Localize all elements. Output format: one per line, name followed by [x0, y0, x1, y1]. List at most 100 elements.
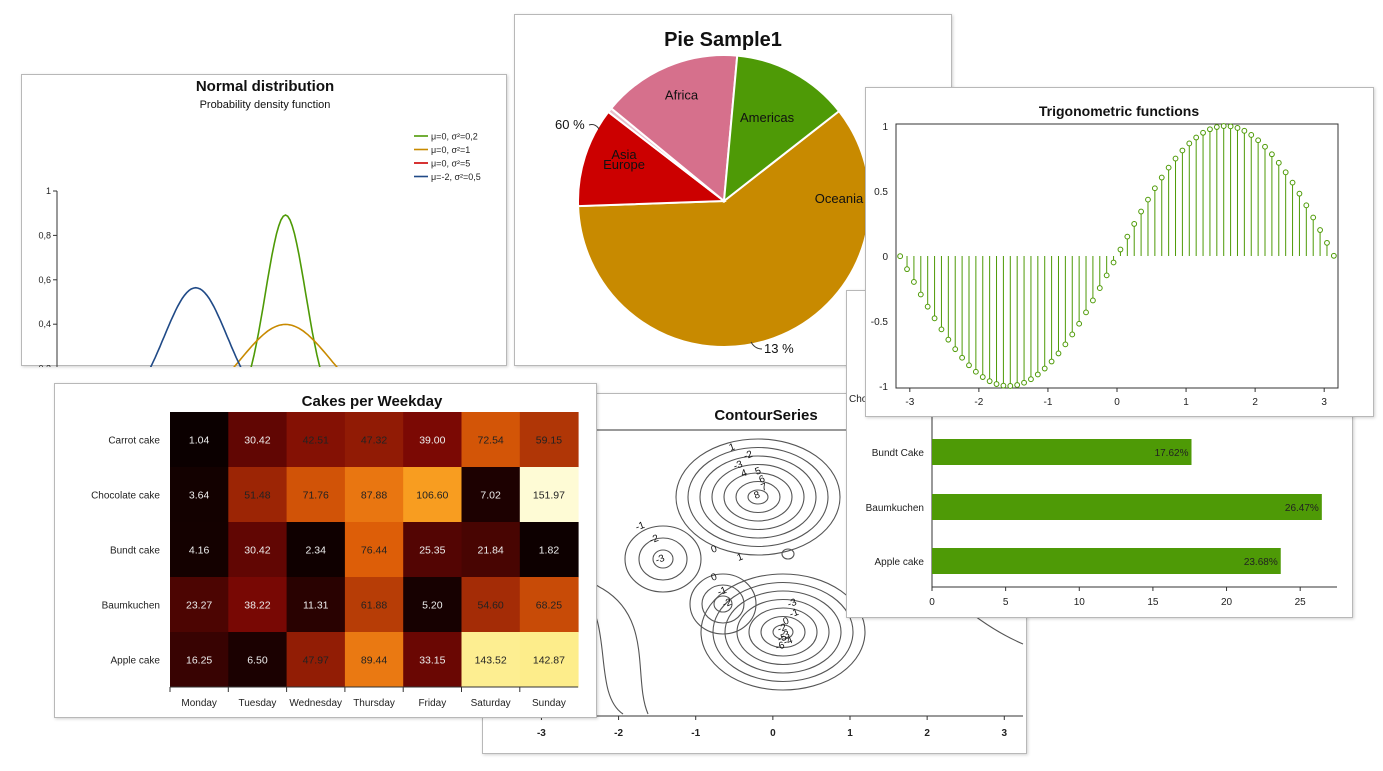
heatmap-row-label: Bundt cake [110, 546, 160, 557]
heatmap-cell-value: 11.31 [303, 600, 329, 612]
stem-point [1227, 123, 1234, 130]
y-tick-label: 0 [882, 252, 888, 263]
heatmap-cell [461, 632, 521, 688]
heatmap-row-label: Baumkuchen [102, 601, 160, 612]
stem-point [959, 354, 966, 361]
x-tick-label: 2 [924, 728, 930, 739]
heatmap-cell-value: 106.60 [416, 490, 448, 502]
stem-point [1241, 127, 1248, 134]
stem-point [1083, 309, 1089, 316]
contour-line [712, 581, 854, 683]
stem-point [993, 381, 1000, 387]
heatmap-cell-value: 71.76 [303, 490, 329, 502]
contour-line [689, 573, 757, 635]
y-tick-label: 0,8 [38, 230, 51, 240]
heatmap-cell-value: 30.42 [244, 545, 270, 557]
pie-leader-line [750, 341, 763, 350]
series-line-0 [250, 214, 321, 367]
normal-distribution-chart: Normal distribution Probability density f… [38, 78, 481, 367]
contour-level-label: 0 [710, 543, 719, 555]
heatmap-panel: Cakes per Weekday Carrot cake 1.04 30.42 42.… [54, 383, 597, 718]
stem-point [1220, 123, 1227, 129]
bar [932, 439, 1192, 465]
heatmap-cell [228, 467, 288, 523]
stem-point [1131, 221, 1138, 227]
heatmap-cell [228, 632, 288, 688]
stem-point [1193, 134, 1200, 141]
heatmap-cell [170, 412, 229, 468]
contour-line [675, 438, 841, 556]
heatmap-cell [461, 577, 521, 633]
heatmap-cell-value: 33.15 [419, 655, 445, 667]
heatmap-cell-value: 3.64 [189, 490, 210, 502]
x-tick-label: 1 [1183, 397, 1189, 408]
contour-level-label: 7 [760, 481, 769, 493]
heatmap-cell [228, 522, 288, 578]
heatmap-column-label: Sunday [532, 698, 566, 709]
bar-value-label: 17.62% [1155, 448, 1189, 459]
y-tick-label: -1 [879, 382, 888, 393]
heatmap-cell [403, 522, 462, 578]
heatmap-column-label: Tuesday [238, 698, 276, 709]
heatmap-cell [344, 522, 404, 578]
stem-point [1158, 174, 1165, 181]
stem-point [1069, 331, 1076, 338]
heatmap-cell [286, 412, 346, 468]
trigonometric-chart: Trigonometric functions -3 -2 -1 0 1 2 3 -1 -0.5 0… [871, 103, 1339, 408]
x-tick-label: -2 [974, 397, 983, 408]
heatmap-cell-value: 59.15 [536, 435, 562, 447]
trigonometric-panel: Trigonometric functions -3 -2 -1 0 1 2 3 -1 -0.5 0… [865, 87, 1374, 417]
heatmap-cell-value: 47.32 [361, 435, 387, 447]
contour-level-label: -6 [774, 640, 787, 654]
heatmap-cell-value: 51.48 [244, 490, 270, 502]
heatmap-cell-value: 72.54 [478, 435, 504, 447]
x-tick-label: 3 [1321, 397, 1327, 408]
stem-point [1282, 169, 1289, 176]
heatmap-cell-value: 89.44 [361, 655, 387, 667]
stem-point [972, 368, 979, 375]
contour-level-label: -1 [716, 585, 729, 599]
contour-level-label: -3 [732, 459, 745, 473]
heatmap-cell-value: 68.25 [536, 600, 562, 612]
pie-slice-americas [722, 54, 841, 204]
chart-title: ContourSeries [714, 407, 817, 424]
contour-line [700, 573, 866, 691]
heatmap-cell-value: 87.88 [361, 490, 387, 502]
heatmap-cell-value: 61.88 [361, 600, 387, 612]
heatmap-cell-value: 76.44 [361, 545, 387, 557]
contour-level-label: -3 [779, 629, 792, 643]
chart-title: Trigonometric functions [1039, 103, 1199, 119]
contour-level-label: -4 [782, 635, 795, 649]
contour-line [748, 607, 818, 657]
heatmap-cell-value: 25.35 [419, 545, 445, 557]
x-tick-label: 0 [929, 597, 935, 608]
heatmap-cell [403, 467, 462, 523]
x-tick-label: 5 [1003, 597, 1009, 608]
bar-category-label: Bundt Cake [872, 448, 925, 459]
stem-point [1048, 358, 1055, 365]
contour-level-label: -5 [776, 632, 789, 646]
y-tick-label: 1 [882, 122, 888, 133]
heatmap-cell-value: 38.22 [244, 600, 270, 612]
pie-slice-europe [577, 110, 727, 208]
heatmap-cell-value: 47.97 [303, 655, 329, 667]
heatmap-cell [170, 522, 229, 578]
stem-point [1028, 376, 1034, 383]
stem-point [1124, 233, 1131, 240]
heatmap-cell-value: 7.02 [480, 490, 501, 502]
contour-level-label: 0 [710, 571, 719, 583]
contour-line [760, 615, 806, 649]
stem-point [966, 362, 972, 369]
bar-category-label: Cho [849, 394, 868, 405]
chart-title: Cakes per Weekday [302, 393, 443, 410]
stem-point [897, 253, 904, 260]
stem-point [1014, 382, 1021, 388]
stem-point [1034, 371, 1041, 378]
pie-label: Americas [740, 110, 795, 125]
x-tick-label: -1 [1043, 397, 1052, 408]
stem-point [1041, 365, 1048, 372]
contour-line [723, 472, 793, 522]
contour-level-label: 0 [782, 615, 791, 627]
y-tick-label: 0,6 [38, 275, 51, 285]
